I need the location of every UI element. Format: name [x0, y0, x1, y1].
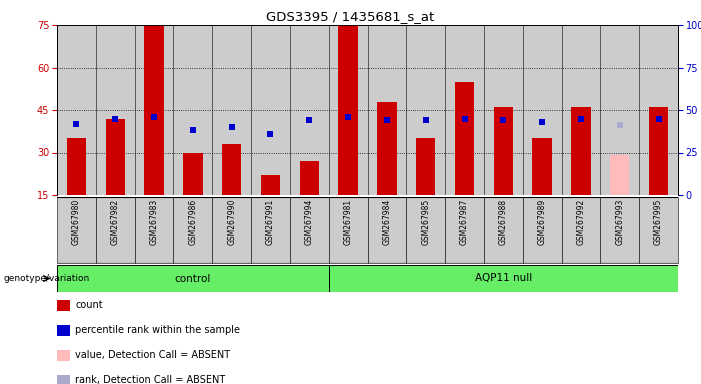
Text: GDS3395 / 1435681_s_at: GDS3395 / 1435681_s_at	[266, 10, 435, 23]
Bar	[533, 138, 552, 195]
Bar	[639, 197, 678, 263]
Text: GSM267993: GSM267993	[615, 199, 625, 245]
Text: GSM267983: GSM267983	[149, 199, 158, 245]
Text: GSM267994: GSM267994	[305, 199, 314, 245]
Bar	[610, 156, 629, 195]
Text: GSM267984: GSM267984	[383, 199, 391, 245]
Bar	[377, 101, 397, 195]
Text: percentile rank within the sample: percentile rank within the sample	[75, 325, 240, 335]
Bar	[367, 25, 407, 195]
Bar	[67, 138, 86, 195]
Text: AQP11 null: AQP11 null	[475, 273, 532, 283]
Text: GSM267981: GSM267981	[343, 199, 353, 245]
Text: value, Detection Call = ABSENT: value, Detection Call = ABSENT	[75, 350, 231, 360]
Text: GSM267989: GSM267989	[538, 199, 547, 245]
Text: genotype/variation: genotype/variation	[4, 274, 90, 283]
Bar	[416, 138, 435, 195]
Bar	[339, 25, 358, 195]
Bar	[523, 197, 562, 263]
Text: GSM267992: GSM267992	[576, 199, 585, 245]
Text: GSM267986: GSM267986	[189, 199, 198, 245]
Text: GSM267990: GSM267990	[227, 199, 236, 245]
Bar	[571, 107, 591, 195]
Bar	[144, 25, 164, 195]
Text: GSM267991: GSM267991	[266, 199, 275, 245]
Bar	[290, 25, 329, 195]
Bar	[106, 119, 125, 195]
Bar	[212, 197, 251, 263]
Text: GSM267995: GSM267995	[654, 199, 663, 245]
Bar	[290, 197, 329, 263]
Bar	[445, 197, 484, 263]
Bar	[222, 144, 241, 195]
Text: rank, Detection Call = ABSENT: rank, Detection Call = ABSENT	[75, 375, 226, 384]
Bar	[135, 197, 173, 263]
Text: control: control	[175, 273, 211, 283]
Bar	[251, 197, 290, 263]
Bar	[57, 265, 329, 292]
Bar	[455, 82, 475, 195]
Bar	[251, 25, 290, 195]
Bar	[329, 25, 367, 195]
Text: count: count	[75, 300, 103, 310]
Bar	[329, 197, 367, 263]
Bar	[212, 25, 251, 195]
Bar	[57, 197, 96, 263]
Text: GSM267987: GSM267987	[460, 199, 469, 245]
Bar	[407, 25, 445, 195]
Text: GSM267988: GSM267988	[499, 199, 508, 245]
Bar	[407, 197, 445, 263]
Bar	[639, 25, 678, 195]
Bar	[649, 107, 668, 195]
Bar	[523, 25, 562, 195]
Text: GSM267982: GSM267982	[111, 199, 120, 245]
Bar	[96, 25, 135, 195]
Bar	[600, 197, 639, 263]
Bar	[299, 161, 319, 195]
Bar	[484, 197, 523, 263]
Bar	[173, 25, 212, 195]
Bar	[494, 107, 513, 195]
Bar	[261, 175, 280, 195]
Bar	[173, 197, 212, 263]
Bar	[96, 197, 135, 263]
Text: GSM267985: GSM267985	[421, 199, 430, 245]
Bar	[183, 152, 203, 195]
Bar	[329, 265, 678, 292]
Bar	[445, 25, 484, 195]
Bar	[562, 25, 600, 195]
Text: GSM267980: GSM267980	[72, 199, 81, 245]
Bar	[484, 25, 523, 195]
Bar	[600, 25, 639, 195]
Bar	[367, 197, 407, 263]
Bar	[562, 197, 600, 263]
Bar	[57, 25, 96, 195]
Bar	[135, 25, 173, 195]
